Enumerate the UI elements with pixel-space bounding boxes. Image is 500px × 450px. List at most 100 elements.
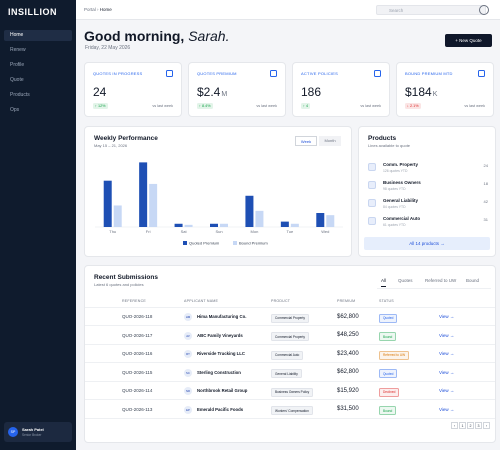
date: Friday, 22 May 2026 bbox=[85, 45, 131, 51]
bar bbox=[184, 224, 193, 227]
reference: QUO-2026-117 bbox=[122, 332, 153, 338]
user-card[interactable]: SP Sarah Patel Senior Broker bbox=[4, 422, 72, 442]
page-button[interactable]: › bbox=[483, 422, 490, 429]
topbar: Portal › Home Search bbox=[76, 0, 500, 20]
applicant-name: Riverside Trucking LLC bbox=[197, 351, 245, 356]
applicant-initials: RT bbox=[184, 350, 192, 358]
nav-item[interactable]: Renew bbox=[10, 47, 26, 53]
breadcrumb-current: Home bbox=[99, 7, 112, 12]
x-tick-label: Thu bbox=[109, 229, 116, 234]
view-link[interactable]: View → bbox=[439, 351, 455, 356]
applicant-initials: AV bbox=[184, 331, 192, 340]
page-button[interactable]: 1 bbox=[459, 422, 466, 429]
products-title: Products bbox=[368, 135, 397, 142]
kpi-note: vs last week bbox=[360, 104, 381, 108]
reference: QUO-2026-113 bbox=[122, 406, 153, 412]
product-meta: 84 quotes YTD bbox=[383, 205, 406, 209]
status-badge: Bound bbox=[379, 332, 397, 341]
x-tick-label: Mon bbox=[251, 229, 259, 234]
user-role: Senior Broker bbox=[22, 433, 42, 437]
product-item[interactable]: General Liability 84 quotes YTD 42 bbox=[359, 197, 495, 213]
bar bbox=[316, 213, 325, 227]
kpi-unit: M bbox=[221, 91, 228, 98]
kpi-label: QUOTES IN PROGRESS bbox=[93, 71, 143, 76]
page-button[interactable]: 2 bbox=[467, 422, 474, 429]
bar bbox=[280, 221, 289, 227]
row-line bbox=[85, 343, 495, 345]
kpi-note: vs last week bbox=[152, 104, 173, 108]
nav-item[interactable]: Ops bbox=[10, 107, 20, 113]
submissions-card: Recent Submissions Latest 6 quotes and p… bbox=[84, 265, 496, 443]
bar bbox=[174, 223, 183, 227]
filter-tab[interactable]: Referred to UW bbox=[425, 278, 457, 283]
nav-item[interactable]: Home bbox=[4, 30, 72, 41]
product-chip: General Liability bbox=[271, 369, 302, 378]
breadcrumb-parent[interactable]: Portal bbox=[84, 7, 96, 12]
x-tick-label: Sun bbox=[215, 229, 222, 234]
account-icon[interactable] bbox=[479, 5, 489, 15]
kpi-value: $2.4M bbox=[197, 85, 227, 99]
product-icon bbox=[368, 217, 376, 225]
nav-item[interactable]: Profile bbox=[10, 62, 25, 68]
product-item[interactable]: Comm. Property 126 quotes YTD 24 bbox=[359, 161, 495, 177]
product-meta: 98 quotes YTD bbox=[383, 187, 406, 191]
bar bbox=[220, 223, 228, 227]
chart-toggle[interactable]: Month bbox=[319, 136, 341, 146]
applicant-initials: SC bbox=[184, 368, 192, 377]
column-header: PREMIUM bbox=[337, 299, 356, 303]
product-count: 24 bbox=[483, 163, 488, 168]
filter-tab[interactable]: Bound bbox=[466, 278, 480, 283]
kpi-label: QUOTES PREMIUM bbox=[197, 71, 237, 76]
kpi-note: vs last week bbox=[464, 104, 485, 108]
product-icon bbox=[368, 163, 376, 171]
status-badge: Quoted bbox=[379, 313, 398, 323]
chart-toggle[interactable]: Week bbox=[295, 136, 317, 146]
bar bbox=[245, 195, 254, 227]
greeting: Good morning, Sarah. bbox=[84, 28, 229, 44]
view-link[interactable]: View → bbox=[439, 369, 455, 375]
legend-swatch bbox=[183, 241, 187, 245]
product-item[interactable]: Business Owners 98 quotes YTD 18 bbox=[359, 179, 495, 195]
product-meta: 126 quotes YTD bbox=[383, 169, 408, 173]
product-count: 42 bbox=[483, 199, 488, 204]
premium: $48,250 bbox=[337, 332, 359, 338]
nav-item[interactable]: Quote bbox=[10, 77, 24, 83]
bar bbox=[103, 180, 112, 227]
greeting-name: Sarah. bbox=[188, 28, 230, 44]
status-badge: Quoted bbox=[379, 369, 398, 378]
applicant-name: Northbrook Retail Group bbox=[197, 388, 248, 393]
all-products-button[interactable]: All 14 products → bbox=[364, 237, 490, 250]
search-box[interactable]: Search bbox=[376, 5, 486, 15]
kpi-delta: ↑ 8.4% bbox=[197, 103, 213, 109]
column-header: STATUS bbox=[379, 299, 394, 303]
view-link[interactable]: View → bbox=[439, 332, 455, 338]
page-button[interactable]: 3 bbox=[475, 422, 482, 429]
x-tick-label: Tue bbox=[286, 229, 294, 234]
view-link[interactable]: View → bbox=[439, 388, 455, 393]
kpi-card: BOUND PREMIUM MTD $184K ↓ 2.1% vs last week bbox=[396, 62, 494, 117]
bar bbox=[149, 183, 158, 227]
product-item[interactable]: Commercial Auto 61 quotes YTD 31 bbox=[359, 215, 495, 231]
view-link[interactable]: View → bbox=[439, 314, 455, 319]
page-button[interactable]: ‹ bbox=[451, 422, 458, 429]
view-link[interactable]: View → bbox=[439, 406, 455, 412]
greeting-text: Good morning, bbox=[84, 28, 185, 44]
column-header: REFERENCE bbox=[122, 299, 146, 303]
filter-tab[interactable]: Quotes bbox=[398, 278, 413, 283]
nav-item[interactable]: Products bbox=[10, 92, 30, 98]
reference: QUO-2026-118 bbox=[122, 314, 153, 319]
bar bbox=[210, 223, 218, 227]
new-quote-button[interactable]: + New Quote bbox=[445, 34, 492, 47]
kpi-number: $184 bbox=[405, 85, 432, 99]
reference: QUO-2026-114 bbox=[122, 388, 153, 393]
kpi-icon bbox=[270, 70, 277, 77]
premium: $23,400 bbox=[337, 350, 359, 357]
row-line bbox=[85, 417, 495, 419]
kpi-unit: K bbox=[432, 91, 438, 98]
product-icon bbox=[368, 181, 376, 189]
kpi-number: 186 bbox=[301, 85, 322, 99]
premium: $62,800 bbox=[337, 313, 359, 320]
reference: QUO-2026-115 bbox=[122, 369, 153, 375]
filter-tab[interactable]: All bbox=[381, 278, 387, 287]
